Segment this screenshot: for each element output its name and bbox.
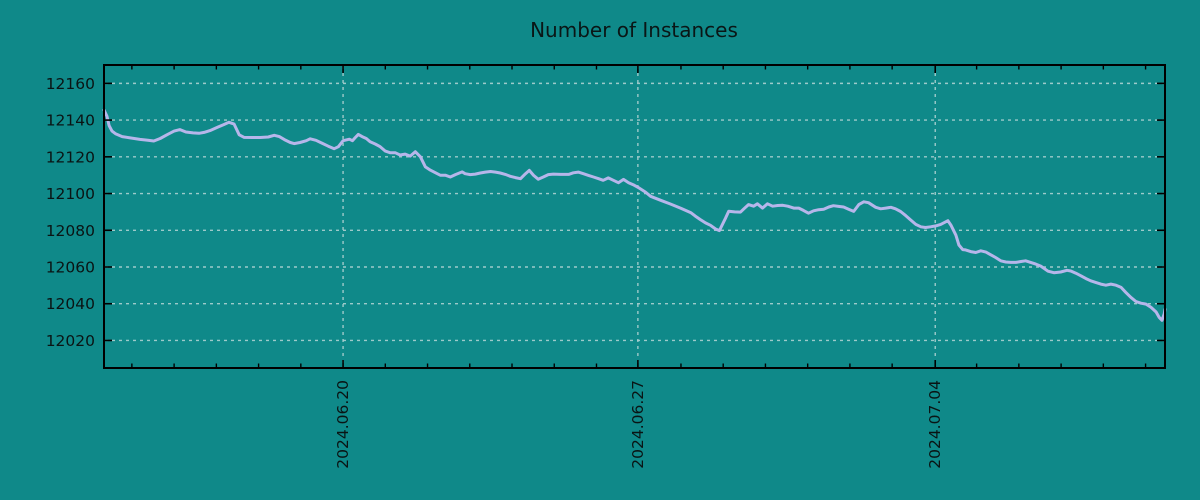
- series-line: [102, 108, 1167, 322]
- y-tick-label: 12120: [46, 148, 95, 166]
- grid-layer: [105, 66, 1164, 367]
- chart-title: Number of Instances: [530, 18, 738, 42]
- x-tick-label: 2024.07.04: [926, 380, 944, 469]
- y-tick-label: 12060: [46, 259, 95, 277]
- y-tick-label: 12020: [46, 332, 95, 350]
- y-tick-label: 12160: [46, 75, 95, 93]
- y-tick-label: 12100: [46, 185, 95, 203]
- y-tick-label: 12040: [46, 295, 95, 313]
- axis-layer: [103, 64, 1166, 369]
- x-tick-label: 2024.06.20: [334, 380, 352, 469]
- y-tick-label: 12080: [46, 222, 95, 240]
- plot-border: [103, 64, 1166, 369]
- series-layer: [102, 108, 1167, 322]
- label-layer: 12020 12040 12060 12080 12100 12120 12140 12160…: [46, 75, 945, 469]
- x-tick-label: 2024.06.27: [629, 380, 647, 469]
- y-tick-label: 12140: [46, 112, 95, 130]
